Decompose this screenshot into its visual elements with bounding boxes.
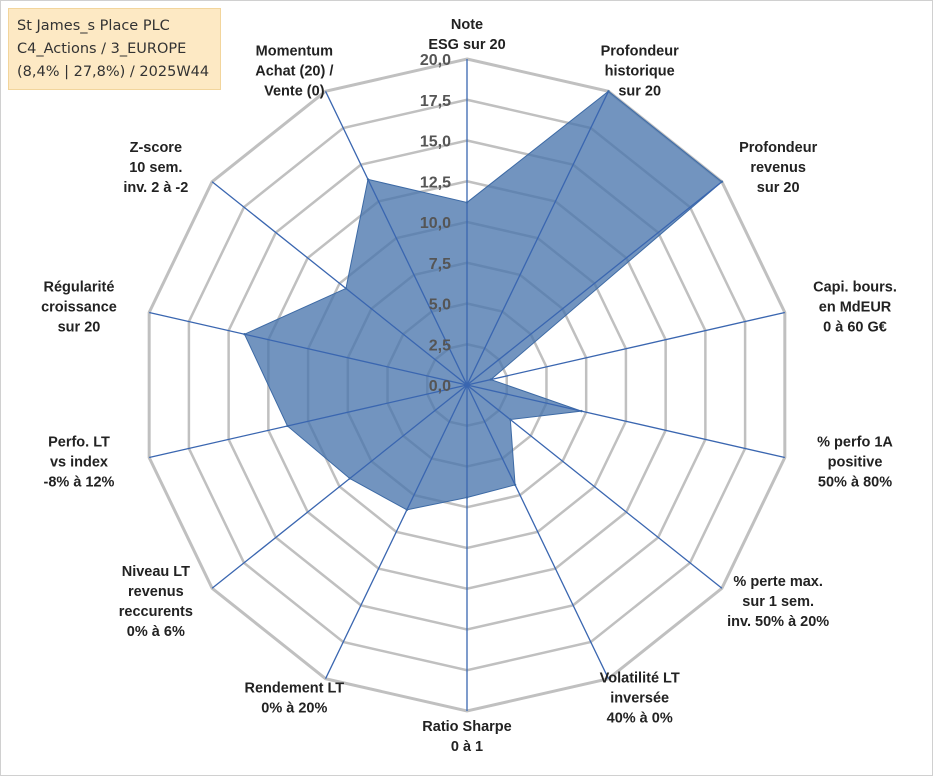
axis-label: inv. 2 à -2 <box>123 180 188 196</box>
axis-label: sur 20 <box>618 83 661 99</box>
axis-label: en MdEUR <box>819 300 892 316</box>
axis-label: % perte max. <box>733 574 822 590</box>
axis-label-group: Momentum Achat (20) / Vente (0) <box>255 43 333 99</box>
axis-label: Momentum <box>256 43 333 59</box>
data-point <box>465 496 469 499</box>
axis-label: inversée <box>610 691 669 707</box>
axis-spoke <box>466 311 785 386</box>
axis-label-group: Z-score 10 sem. inv. 2 à -2 <box>123 140 188 196</box>
data-point <box>243 333 246 336</box>
axis-label: Z-score <box>130 140 182 156</box>
axis-spoke <box>149 311 468 386</box>
data-point <box>348 477 351 480</box>
axis-label: % perfo 1A <box>817 434 893 450</box>
axis-label: Ratio Sharpe <box>422 719 511 735</box>
tick-label: 7,5 <box>429 256 451 273</box>
axis-spoke <box>211 384 468 589</box>
axis-label: Volatilité LT <box>600 671 680 687</box>
axis-label: positive <box>828 454 883 470</box>
axis-label: 10 sem. <box>129 160 182 176</box>
axis-label: sur 1 sem. <box>742 594 814 610</box>
axis-label: 0% à 6% <box>127 624 185 640</box>
axis-spoke <box>466 181 723 386</box>
axis-label-group: Ratio Sharpe 0 à 1 <box>422 719 511 755</box>
data-point <box>344 287 348 290</box>
data-point <box>580 409 583 413</box>
axis-label-group: Profondeur revenus sur 20 <box>739 140 817 196</box>
axis-label: Capi. bours. <box>813 280 897 296</box>
axis-label: 0 à 1 <box>451 739 483 755</box>
axis-label: -8% à 12% <box>44 474 115 490</box>
data-point <box>489 378 493 381</box>
axis-label: historique <box>605 63 675 79</box>
info-category: C4_Actions / 3_EUROPE <box>17 41 187 57</box>
data-point <box>513 483 517 487</box>
axis-label: sur 20 <box>58 320 101 336</box>
axis-label: Profondeur <box>739 140 817 156</box>
axis-label: Vente (0) <box>264 83 325 99</box>
data-point <box>720 180 724 183</box>
axis-label-group: Régularité croissance sur 20 <box>41 280 117 336</box>
axis-label: 40% à 0% <box>607 711 673 727</box>
axis-label: vs index <box>50 454 108 470</box>
axis-label-group: % perte max. sur 1 sem. inv. 50% à 20% <box>727 574 829 630</box>
axis-label: revenus <box>128 584 184 600</box>
tick-label: 2,5 <box>429 337 451 354</box>
data-point <box>286 424 289 428</box>
axis-label: Niveau LT <box>122 564 190 580</box>
axis-label-group: Capi. bours. en MdEUR 0 à 60 G€ <box>813 280 897 336</box>
axis-label-group: Note ESG sur 20 <box>428 17 505 53</box>
info-company: St James_s Place PLC <box>17 18 170 34</box>
axis-label: Régularité <box>44 280 115 296</box>
axis-label: Rendement LT <box>245 681 345 697</box>
info-box: St James_s Place PLC C4_Actions / 3_EURO… <box>8 8 221 90</box>
info-period: (8,4% | 27,8%) / 2025W44 <box>17 64 210 80</box>
data-series-area <box>243 90 723 511</box>
tick-label: 17,5 <box>420 93 451 110</box>
axis-spoke <box>466 384 610 679</box>
axis-spoke <box>324 384 468 679</box>
axis-spoke <box>149 384 468 459</box>
axis-label: ESG sur 20 <box>428 37 505 53</box>
axis-label: reccurents <box>119 604 193 620</box>
tick-label: 0,0 <box>429 378 451 395</box>
axis-label: inv. 50% à 20% <box>727 614 829 630</box>
tick-label: 5,0 <box>429 297 451 314</box>
axis-label-group: % perfo 1A positive 50% à 80% <box>817 434 893 490</box>
axis-label: sur 20 <box>757 180 800 196</box>
axis-label-group: Volatilité LT inversée 40% à 0% <box>600 671 680 727</box>
axis-label: Note <box>451 17 483 33</box>
tick-label: 12,5 <box>420 174 451 191</box>
axis-spoke <box>211 181 468 386</box>
data-point <box>509 418 512 421</box>
axis-label: croissance <box>41 300 117 316</box>
tick-label: 15,0 <box>420 134 451 151</box>
data-point <box>465 201 469 204</box>
axis-label: 0% à 20% <box>261 701 327 717</box>
axis-label-group: Niveau LT revenus reccurents 0% à 6% <box>119 564 193 640</box>
tick-label: 10,0 <box>420 215 451 232</box>
axis-label: Perfo. LT <box>48 434 110 450</box>
tick-label: 20,0 <box>420 52 451 69</box>
axis-label: Achat (20) / <box>255 63 333 79</box>
axis-spoke <box>466 384 785 459</box>
axis-label: 0 à 60 G€ <box>823 320 887 336</box>
axis-label-group: Rendement LT 0% à 20% <box>245 681 345 717</box>
axis-label: Profondeur <box>601 43 679 59</box>
data-point <box>366 178 370 181</box>
data-point <box>405 508 409 512</box>
axis-label-group: Perfo. LT vs index -8% à 12% <box>44 434 115 490</box>
data-point <box>607 90 610 93</box>
axis-label: 50% à 80% <box>818 474 892 490</box>
axis-spoke <box>466 91 610 386</box>
axis-label: revenus <box>750 160 806 176</box>
axis-label-group: Profondeur historique sur 20 <box>601 43 679 99</box>
axis-spoke <box>324 91 468 386</box>
